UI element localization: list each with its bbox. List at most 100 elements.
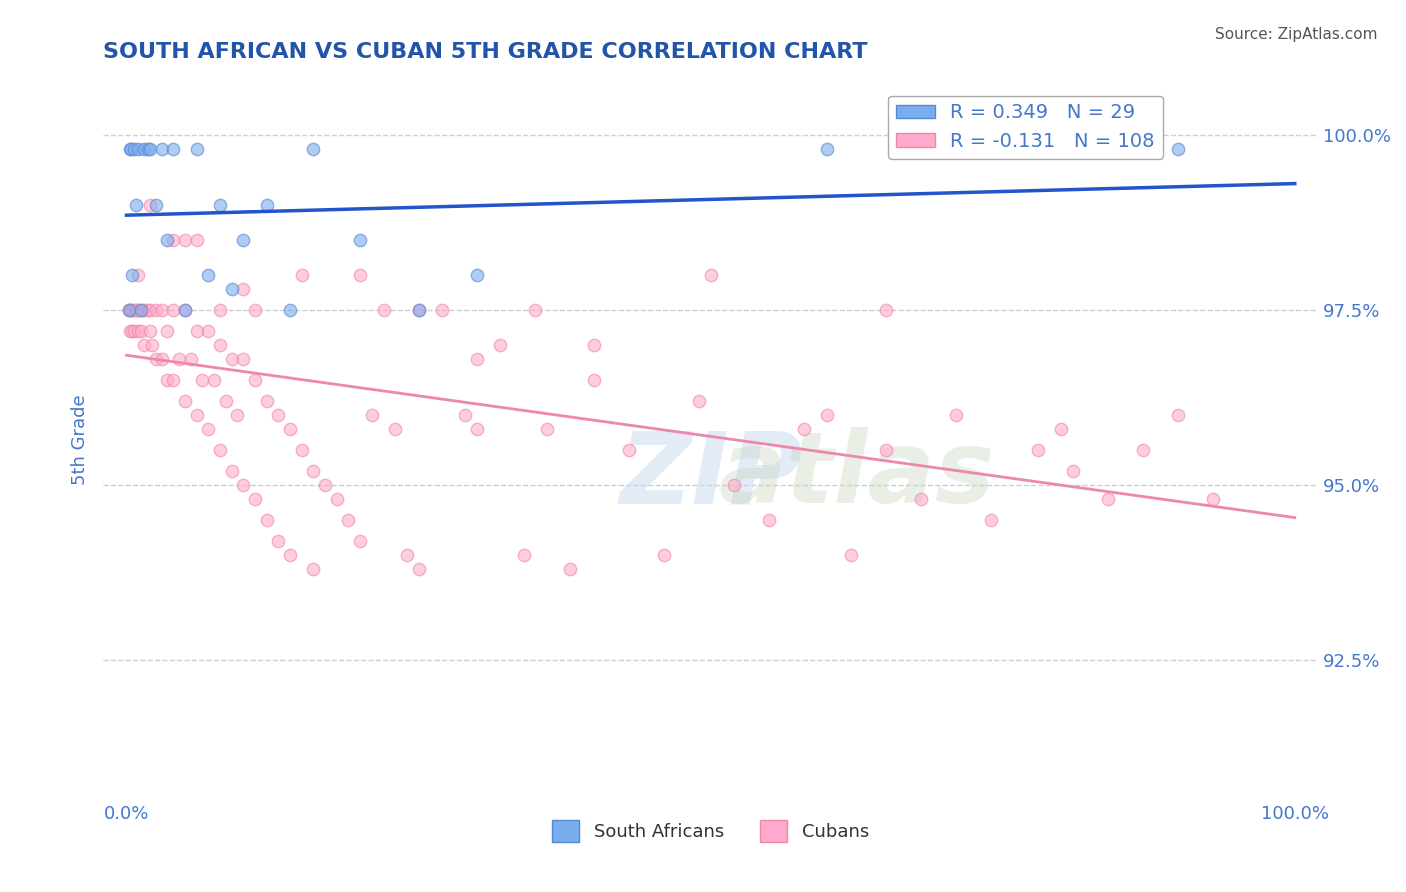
Text: atlas: atlas [718, 427, 994, 524]
Point [139, 198, 162, 212]
Point [186, 233, 208, 247]
Point [197, 324, 219, 338]
Point [132, 142, 155, 156]
Point [139, 302, 162, 317]
Point [232, 282, 254, 296]
Point [454, 408, 477, 422]
Point [156, 324, 179, 338]
Point [127, 324, 149, 338]
Point [243, 302, 266, 317]
Point [256, 513, 278, 527]
Point [186, 408, 208, 422]
Point [125, 302, 148, 317]
Point [127, 268, 149, 282]
Point [129, 302, 152, 317]
Point [121, 302, 143, 317]
Point [817, 142, 839, 156]
Point [120, 302, 142, 317]
Point [314, 478, 336, 492]
Point [208, 302, 231, 317]
Point [120, 142, 142, 156]
Point [817, 408, 839, 422]
Point [174, 302, 197, 317]
Legend: R = 0.349   N = 29, R = -0.131   N = 108: R = 0.349 N = 29, R = -0.131 N = 108 [889, 95, 1163, 159]
Point [373, 302, 395, 317]
Point [512, 549, 534, 563]
Point [127, 142, 149, 156]
Point [489, 338, 512, 352]
Point [302, 464, 325, 478]
Point [202, 373, 225, 387]
Point [278, 549, 301, 563]
Point [839, 549, 862, 563]
Point [197, 422, 219, 436]
Point [243, 373, 266, 387]
Point [302, 562, 325, 576]
Point [1062, 464, 1084, 478]
Point [278, 302, 301, 317]
Point [122, 142, 145, 156]
Text: ZIP: ZIP [619, 427, 803, 524]
Point [232, 233, 254, 247]
Point [465, 268, 488, 282]
Point [1132, 443, 1154, 458]
Point [1097, 492, 1119, 507]
Point [132, 302, 155, 317]
Point [145, 302, 167, 317]
Point [162, 302, 184, 317]
Point [208, 198, 231, 212]
Point [118, 302, 141, 317]
Point [582, 338, 605, 352]
Point [136, 142, 159, 156]
Point [208, 443, 231, 458]
Point [118, 302, 141, 317]
Point [162, 233, 184, 247]
Point [232, 478, 254, 492]
Point [129, 324, 152, 338]
Point [1167, 142, 1189, 156]
Point [118, 142, 141, 156]
Point [174, 233, 197, 247]
Point [180, 351, 202, 366]
Point [243, 492, 266, 507]
Point [688, 394, 710, 409]
Point [125, 198, 148, 212]
Point [408, 562, 430, 576]
Point [408, 302, 430, 317]
Point [186, 324, 208, 338]
Point [267, 408, 290, 422]
Point [121, 268, 143, 282]
Point [1026, 443, 1049, 458]
Point [150, 351, 173, 366]
Point [139, 324, 162, 338]
Point [129, 302, 152, 317]
Point [267, 534, 290, 549]
Point [536, 422, 558, 436]
Point [136, 302, 159, 317]
Text: Source: ZipAtlas.com: Source: ZipAtlas.com [1215, 27, 1378, 42]
Point [118, 324, 141, 338]
Point [215, 394, 238, 409]
Point [256, 198, 278, 212]
Point [560, 562, 582, 576]
Point [465, 422, 488, 436]
Point [162, 373, 184, 387]
Point [127, 302, 149, 317]
Point [1050, 422, 1073, 436]
Point [122, 324, 145, 338]
Point [174, 302, 197, 317]
Point [980, 513, 1002, 527]
Point [221, 351, 243, 366]
Point [221, 464, 243, 478]
Y-axis label: 5th Grade: 5th Grade [72, 394, 89, 485]
Point [221, 282, 243, 296]
Point [191, 373, 214, 387]
Point [302, 142, 325, 156]
Point [162, 142, 184, 156]
Point [1167, 408, 1189, 422]
Point [174, 394, 197, 409]
Point [758, 513, 780, 527]
Point [186, 142, 208, 156]
Point [337, 513, 360, 527]
Point [132, 338, 155, 352]
